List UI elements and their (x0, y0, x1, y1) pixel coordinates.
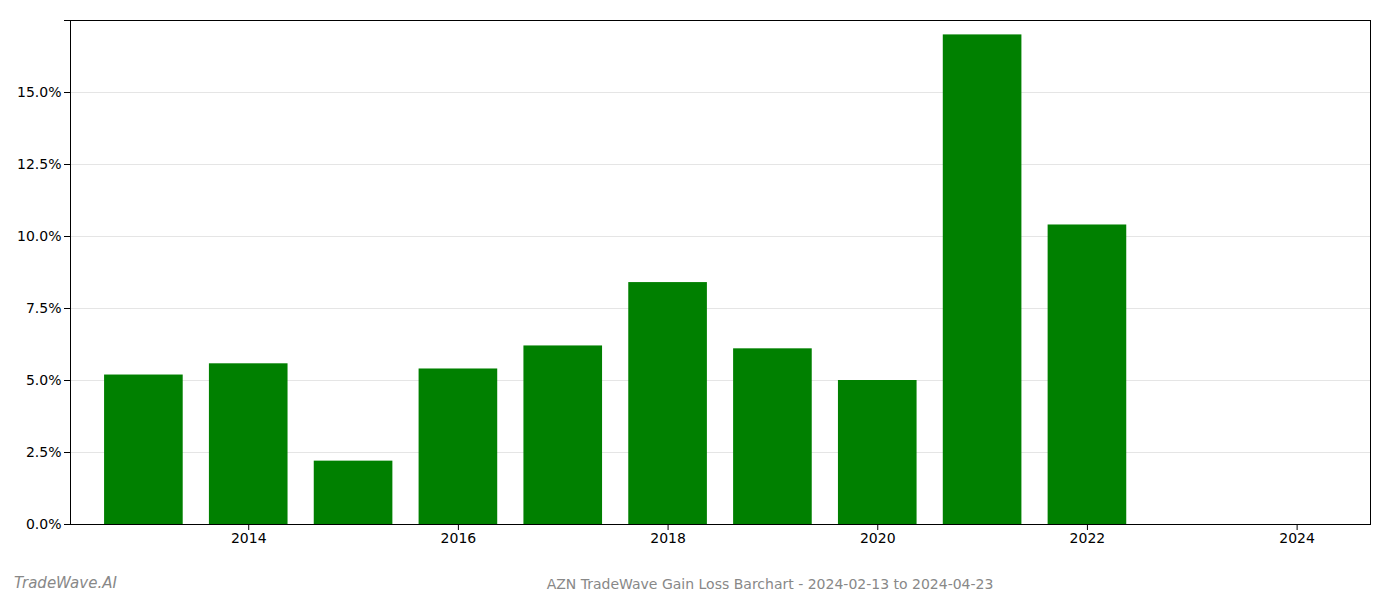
html-text:AZN TradeWave Gain Loss Barcha: AZN TradeWave Gain Loss Barchart - 2024-… (546, 576, 994, 592)
svg-text:10.0%: 10.0% (17, 228, 61, 244)
svg-text:2018: 2018 (650, 530, 686, 546)
svg-text:2020: 2020 (860, 530, 896, 546)
svg-text:7.5%: 7.5% (26, 300, 62, 316)
svg-text:15.0%: 15.0% (17, 84, 61, 100)
svg-text:12.5%: 12.5% (17, 156, 61, 172)
svg-text:2.5%: 2.5% (26, 444, 62, 460)
svg-text:2014: 2014 (231, 530, 267, 546)
svg-text:2022: 2022 (1070, 530, 1106, 546)
svg-text:2024: 2024 (1279, 530, 1315, 546)
html-text:TradeWave.AI: TradeWave.AI (14, 574, 117, 592)
svg-text:2016: 2016 (441, 530, 477, 546)
svg-text:5.0%: 5.0% (26, 372, 62, 388)
svg-text:0.0%: 0.0% (26, 516, 62, 532)
